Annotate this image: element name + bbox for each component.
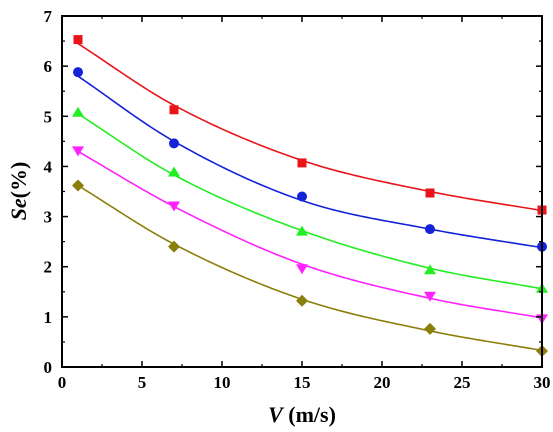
data-point-triangle-up: [72, 106, 84, 117]
data-point-triangle-down: [424, 291, 436, 302]
x-tick-label: 30: [534, 373, 551, 392]
x-tick-label: 15: [294, 373, 311, 392]
x-tick-label: 5: [138, 373, 147, 392]
data-points: [72, 35, 548, 357]
x-axis-title: V (m/s): [268, 402, 336, 427]
y-axis: 0 1 2 3 4 5 6 7: [44, 7, 542, 377]
y-tick-label: 3: [44, 208, 53, 227]
data-point-diamond: [168, 240, 180, 253]
x-tick-label: 25: [454, 373, 471, 392]
y-axis-title: Se(%): [6, 162, 31, 221]
fit-curve: [77, 150, 543, 319]
data-point-diamond: [296, 294, 308, 307]
data-point-triangle-down: [168, 201, 180, 212]
y-tick-label: 6: [44, 57, 53, 76]
data-point-triangle-up: [424, 264, 436, 275]
fit-curve: [77, 184, 543, 352]
y-tick-label: 5: [44, 107, 53, 126]
x-tick-label: 20: [374, 373, 391, 392]
x-tick-label: 0: [58, 373, 67, 392]
fit-curve: [77, 42, 543, 212]
data-point-circle: [425, 224, 435, 235]
data-point-square: [297, 158, 307, 168]
data-point-square: [73, 35, 83, 45]
data-point-diamond: [72, 179, 84, 192]
data-point-square: [425, 188, 435, 198]
data-point-square: [169, 105, 179, 115]
data-point-diamond: [424, 322, 436, 335]
data-point-triangle-down: [72, 146, 84, 157]
y-tick-label: 2: [44, 258, 53, 277]
data-point-triangle-down: [296, 264, 308, 275]
y-tick-label: 4: [44, 157, 53, 176]
fit-curve: [77, 113, 543, 290]
fit-curve: [77, 75, 543, 249]
x-tick-label: 10: [214, 373, 231, 392]
data-point-circle: [297, 191, 307, 202]
y-tick-label: 1: [44, 308, 53, 327]
data-point-circle: [169, 138, 179, 149]
data-point-triangle-up: [168, 166, 180, 177]
plot-frame: [61, 15, 543, 368]
y-tick-label: 0: [44, 358, 53, 377]
y-tick-label: 7: [44, 7, 53, 26]
fit-curves: [77, 42, 543, 352]
data-point-triangle-up: [296, 225, 308, 236]
data-point-circle: [73, 67, 83, 78]
x-axis: 0 5 10 15 20 25 30: [58, 16, 551, 392]
